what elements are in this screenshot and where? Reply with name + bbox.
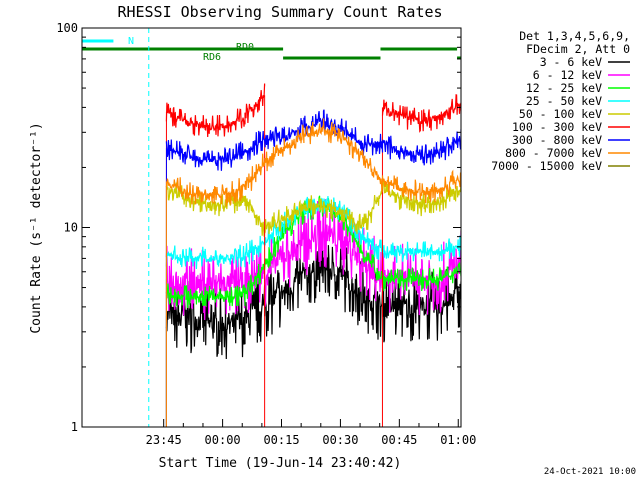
legend-entry-label: 100 - 300 keV <box>512 120 602 134</box>
x-tick-label: 00:45 <box>381 433 417 447</box>
legend-entry-label: 6 - 12 keV <box>533 68 602 82</box>
legend-entry-label: 300 - 800 keV <box>512 133 602 147</box>
y-tick-label: 10 <box>64 221 78 235</box>
footer-date: 24-Oct-2021 10:00 <box>544 467 636 477</box>
bars-layer: N RD0 RD6 <box>82 36 461 63</box>
x-tick-label: 23:45 <box>146 433 182 447</box>
legend-entry-label: 800 - 7000 keV <box>505 146 602 160</box>
x-tick-label: 00:15 <box>263 433 299 447</box>
legend-header: FDecim 2, Att 0 <box>526 42 630 56</box>
series-line <box>165 118 461 207</box>
legend-entry-label: 3 - 6 keV <box>540 55 602 69</box>
legend-entry-label: 25 - 50 keV <box>526 94 602 108</box>
legend-entry-label: 7000 - 15000 keV <box>491 159 602 173</box>
y-axis-title: Count Rate (s⁻¹ detector⁻¹) <box>29 122 44 333</box>
chart-title: RHESSI Observing Summary Count Rates <box>117 3 442 21</box>
x-tick-label: 01:00 <box>440 433 476 447</box>
series-line <box>165 234 461 360</box>
series-line <box>165 199 461 321</box>
series-line <box>165 179 461 237</box>
series-line <box>381 94 461 133</box>
series-line <box>165 196 461 270</box>
series-800-7000-kev <box>165 118 461 427</box>
series-line <box>165 83 266 138</box>
bar-label-n: N <box>128 36 134 47</box>
legend: Det 1,3,4,5,6,9,FDecim 2, Att 03 - 6 keV… <box>491 29 630 173</box>
ticks-layer: 23:45 00:00 00:15 00:30 00:45 01:00 1 10 100 <box>56 21 476 447</box>
x-tick-label: 00:00 <box>205 433 241 447</box>
y-tick-label: 100 <box>56 21 78 35</box>
legend-entry-label: 50 - 100 keV <box>519 107 602 121</box>
legend-header: Det 1,3,4,5,6,9, <box>519 29 630 43</box>
legend-entry-label: 12 - 25 keV <box>526 81 602 95</box>
bar-label-rd6: RD6 <box>203 52 221 63</box>
series-layer <box>165 83 461 427</box>
series-line <box>165 195 461 309</box>
x-tick-label: 00:30 <box>322 433 358 447</box>
bar-label-rd0: RD0 <box>236 42 254 53</box>
y-tick-label: 1 <box>71 420 78 434</box>
x-axis-title: Start Time (19-Jun-14 23:40:42) <box>159 456 402 471</box>
